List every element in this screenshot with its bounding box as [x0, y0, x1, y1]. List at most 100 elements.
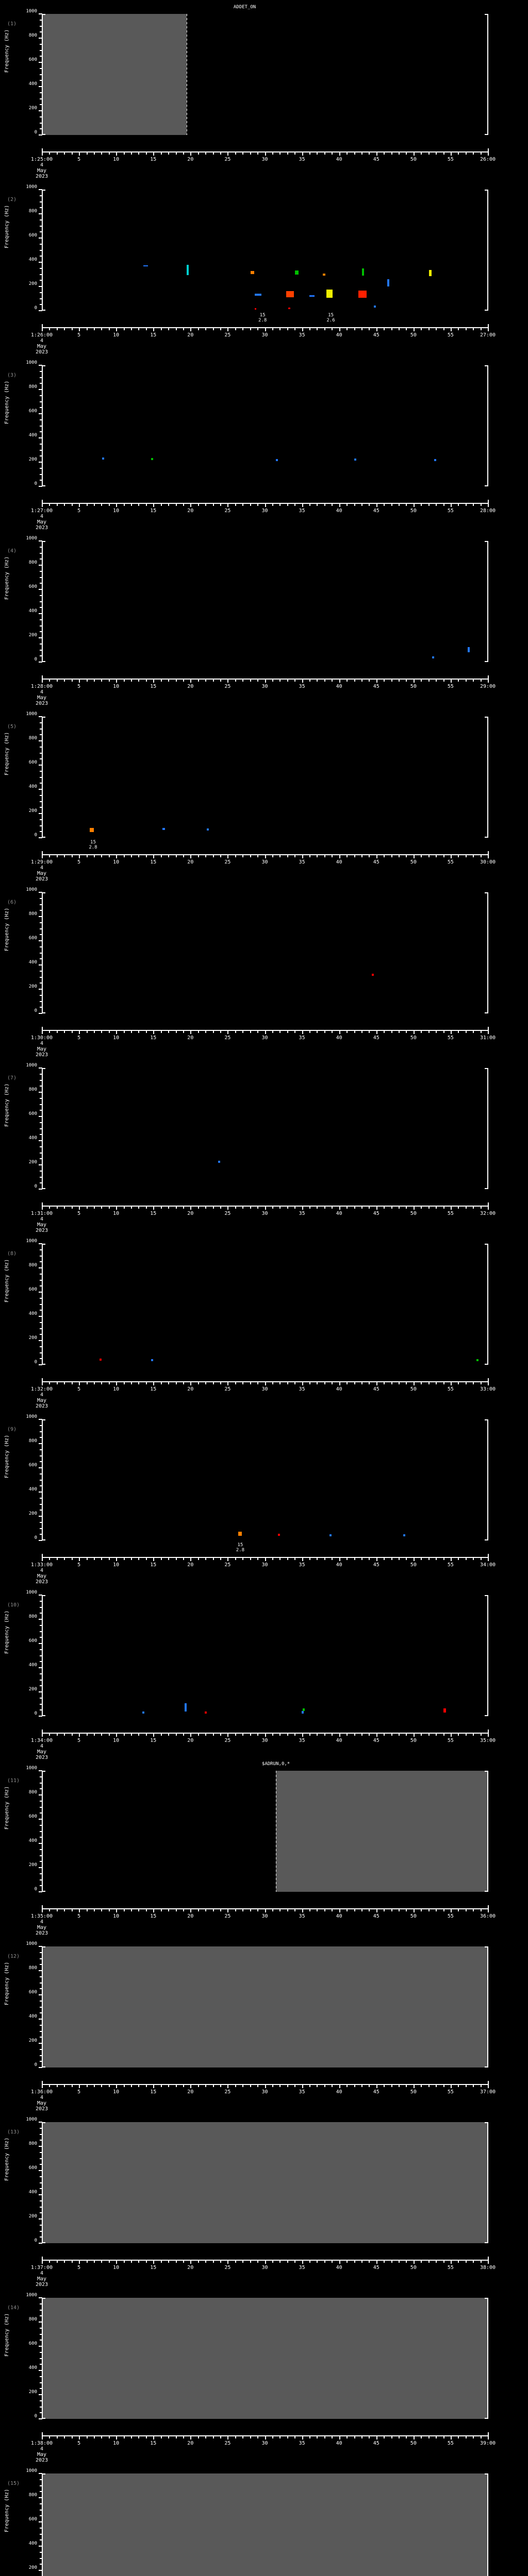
x-axis-tick-minor: [443, 1909, 444, 1911]
y-axis-tick-minor: [40, 1122, 42, 1123]
y-axis-tick-minor: [40, 31, 42, 33]
panel-number-label: (10): [7, 1602, 20, 1608]
x-axis-tick-minor: [49, 1909, 51, 1911]
x-axis-tick-minor: [235, 680, 236, 682]
plot-area[interactable]: [42, 1419, 488, 1540]
x-axis-tick-label: 15: [150, 859, 157, 865]
x-axis-date-label: 4 May 2023: [35, 514, 48, 531]
x-axis-tick-minor: [49, 328, 51, 330]
plot-area[interactable]: [42, 1595, 488, 1716]
x-axis-tick-major: [413, 328, 415, 331]
x-axis-tick-label: 55: [447, 2441, 454, 2446]
x-axis-tick-minor: [332, 1734, 333, 1736]
y-axis-tick-major: [39, 62, 42, 63]
plot-area[interactable]: [42, 1946, 488, 2067]
plot-area[interactable]: [42, 14, 488, 135]
plot-area[interactable]: [42, 892, 488, 1013]
plot-area[interactable]: [42, 2122, 488, 2243]
detection-mark: [322, 273, 325, 276]
x-axis-tick-label: 40: [336, 1562, 342, 1568]
y-axis-tick-label: 1000: [26, 1063, 37, 1068]
x-axis-tick-major: [450, 152, 452, 156]
y-axis-tick-minor: [40, 1455, 42, 1456]
y-axis-tick-minor: [40, 256, 42, 257]
x-axis-tick-minor: [138, 152, 140, 155]
y-axis-tick-label: 800: [28, 911, 37, 917]
x-axis-tick-minor: [428, 1207, 430, 1209]
x-axis-tick-major: [42, 1558, 43, 1561]
plot-area[interactable]: [42, 2298, 488, 2419]
x-axis-tick-major: [190, 2085, 192, 2088]
plot-area[interactable]: [42, 365, 488, 486]
x-axis-tick-minor: [257, 504, 259, 506]
axis-spine: [485, 365, 488, 366]
x-axis-tick-minor: [279, 2085, 281, 2087]
plot-area[interactable]: [42, 541, 488, 662]
x-axis-tick-minor: [168, 1382, 170, 1384]
y-axis-tick-minor: [40, 116, 42, 117]
panel-number-label: (4): [7, 548, 17, 554]
x-axis-tick-label: 30: [261, 2265, 268, 2270]
x-axis-tick-minor: [101, 855, 103, 857]
y-axis-tick-minor: [40, 1613, 42, 1614]
plot-area[interactable]: [42, 1771, 488, 1892]
x-axis-tick-major: [116, 504, 118, 507]
plot-area[interactable]: [42, 1244, 488, 1365]
axis-spine: [485, 2242, 488, 2243]
x-axis-tick-minor: [354, 1382, 355, 1384]
x-axis-end-cap: [488, 1378, 489, 1382]
x-axis-tick-minor: [354, 2436, 355, 2438]
x-axis-tick-label: 55: [447, 508, 454, 514]
x-axis-tick-minor: [332, 504, 333, 506]
axis-spine: [42, 365, 43, 486]
x-axis-tick-minor: [480, 1031, 482, 1033]
x-axis-tick-minor: [86, 1207, 88, 1209]
y-axis-tick-minor: [40, 583, 42, 584]
y-axis-tick-label: 0: [34, 1887, 37, 1892]
x-axis-tick-minor: [205, 1909, 207, 1911]
x-axis-tick-minor: [175, 2085, 177, 2087]
x-axis-tick-minor: [235, 2085, 236, 2087]
x-axis-tick-minor: [406, 504, 407, 506]
y-axis-tick-minor: [40, 1358, 42, 1360]
x-axis-tick-minor: [183, 1734, 184, 1736]
x-axis-tick-minor: [145, 1909, 147, 1911]
x-axis-tick-minor: [384, 1031, 385, 1033]
axis-spine: [42, 190, 43, 311]
x-axis-tick-minor: [346, 1558, 348, 1560]
x-axis-tick-label: 15: [150, 1562, 157, 1568]
x-axis-tick-minor: [361, 2085, 362, 2087]
plot-area[interactable]: [42, 190, 488, 311]
x-axis-tick-minor: [354, 1734, 355, 1736]
x-axis-tick-minor: [406, 1382, 407, 1384]
x-axis-tick-minor: [145, 152, 147, 155]
x-axis-tick-label: 25: [224, 1913, 231, 1919]
y-axis-tick-major: [39, 38, 42, 39]
y-axis-tick-minor: [40, 1170, 42, 1172]
y-axis-tick-label: 600: [28, 1463, 37, 1468]
x-axis-tick-minor: [175, 1909, 177, 1911]
x-axis-tick-minor: [168, 1031, 170, 1033]
y-axis-tick-minor: [40, 383, 42, 384]
y-axis-tick-major: [39, 1189, 42, 1190]
no-data-region: [276, 1771, 488, 1892]
x-axis-tick-minor: [421, 1382, 422, 1384]
y-axis-tick-major: [39, 2122, 42, 2123]
detection-mark: [326, 289, 333, 298]
plot-area[interactable]: [42, 2473, 488, 2576]
y-axis-tick-minor: [40, 649, 42, 651]
x-axis-tick-minor: [294, 1031, 296, 1033]
x-axis-tick-minor: [131, 1734, 132, 1736]
detection-mark: [218, 1161, 220, 1163]
plot-area[interactable]: [42, 717, 488, 838]
x-axis-tick-label: 20: [187, 332, 194, 338]
x-axis-tick-minor: [205, 504, 207, 506]
x-axis-tick-minor: [391, 1558, 392, 1560]
x-axis-tick-major: [227, 152, 229, 156]
x-axis-tick-minor: [49, 855, 51, 857]
x-axis-tick-minor: [406, 328, 407, 330]
y-axis-tick-minor: [40, 577, 42, 578]
y-axis-tick-major: [39, 1292, 42, 1293]
y-axis-tick-minor: [40, 2364, 42, 2365]
plot-area[interactable]: [42, 1068, 488, 1189]
